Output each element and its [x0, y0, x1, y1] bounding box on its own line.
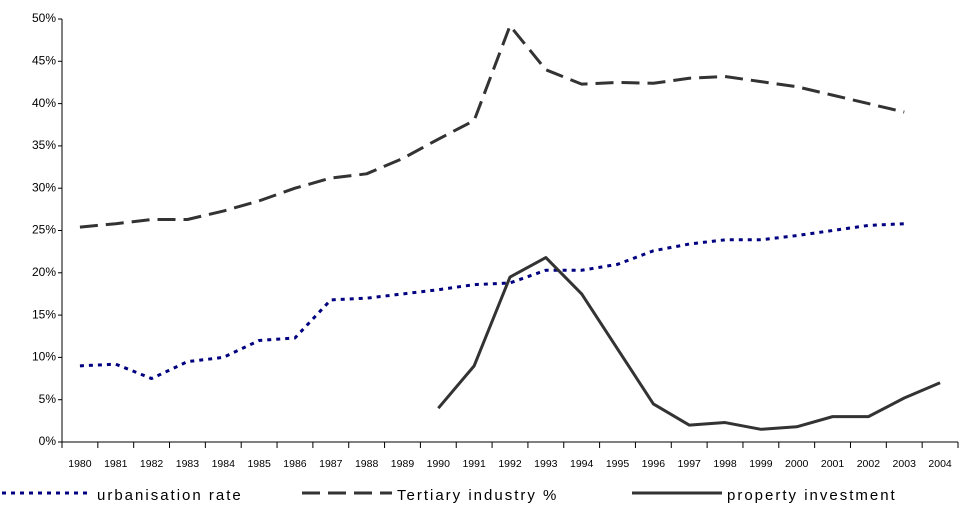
x-tick-label: 1990 — [427, 458, 451, 470]
y-tick-label: 45% — [32, 53, 56, 67]
x-tick-label: 1994 — [570, 458, 594, 470]
x-tick-label: 1980 — [68, 458, 92, 470]
x-tick-label: 2002 — [857, 458, 881, 470]
x-tick-label: 1984 — [212, 458, 236, 470]
series-line — [437, 256, 941, 431]
x-tick-label: 1988 — [355, 458, 379, 470]
x-tick-label: 1996 — [642, 458, 666, 470]
series-line — [79, 222, 905, 381]
x-tick-label: 1999 — [749, 458, 773, 470]
x-tick-label: 1983 — [176, 458, 200, 470]
x-tick-label: 1986 — [283, 458, 307, 470]
x-tick-label: 1995 — [606, 458, 630, 470]
series-line — [79, 24, 905, 229]
x-tick-label: 1989 — [391, 458, 415, 470]
legend-label: Tertiary industry % — [397, 487, 558, 504]
x-tick-label: 1981 — [104, 458, 128, 470]
x-tick-label: 1997 — [678, 458, 702, 470]
x-tick-label: 1998 — [713, 458, 737, 470]
x-tick-label: 2000 — [785, 458, 809, 470]
x-tick-label: 2004 — [928, 458, 952, 470]
y-tick-label: 35% — [32, 138, 56, 152]
y-tick-label: 10% — [32, 350, 56, 364]
x-tick-label: 1985 — [247, 458, 271, 470]
x-tick-label: 1992 — [498, 458, 522, 470]
legend-label: urbanisation rate — [97, 487, 243, 504]
x-tick-label: 1991 — [462, 458, 486, 470]
x-tick-label: 2003 — [893, 458, 917, 470]
y-tick-label: 5% — [39, 392, 57, 406]
legend-label: property investment — [727, 487, 897, 504]
y-tick-label: 50% — [32, 11, 56, 25]
x-tick-label: 1993 — [534, 458, 558, 470]
x-tick-label: 1987 — [319, 458, 343, 470]
y-tick-label: 20% — [32, 265, 56, 279]
y-tick-label: 0% — [39, 434, 57, 448]
y-tick-label: 25% — [32, 223, 56, 237]
y-tick-label: 40% — [32, 96, 56, 110]
y-tick-label: 15% — [32, 307, 56, 321]
x-tick-label: 1982 — [140, 458, 164, 470]
x-tick-label: 2001 — [821, 458, 845, 470]
y-tick-label: 30% — [32, 180, 56, 194]
